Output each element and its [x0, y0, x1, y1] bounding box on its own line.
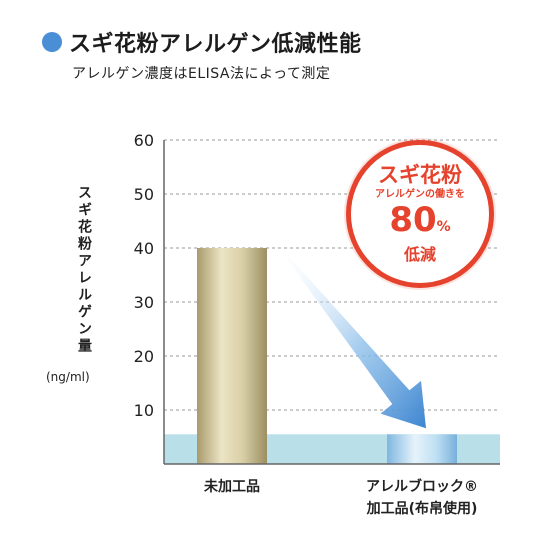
bars [197, 248, 457, 464]
reduction-badge: スギ花粉 アレルゲンの働きを 80% 低減 [346, 140, 494, 288]
bullet-icon [42, 32, 62, 52]
heading-text: スギ花粉アレルゲン低減性能 [69, 32, 362, 57]
axes [163, 140, 500, 465]
category-label-treated: アレルブロック® 加工品(布帛使用) [366, 479, 478, 517]
bar-1 [387, 434, 457, 464]
y-tick-label: 40 [134, 239, 154, 258]
category-label-untreated: 未加工品 [204, 479, 260, 495]
badge-title: スギ花粉 [378, 163, 462, 187]
y-tick-label: 50 [134, 185, 154, 204]
y-tick-label: 30 [134, 293, 154, 312]
y-tick-label: 10 [134, 401, 154, 420]
y-axis-unit: (ng/ml) [46, 370, 90, 384]
y-tick-label: 60 [134, 131, 154, 150]
chart-heading: スギ花粉アレルゲン低減性能 [42, 26, 362, 58]
badge-reduction: 低減 [403, 245, 436, 264]
badge-subtitle: アレルゲンの働きを [375, 189, 465, 200]
y-tick-label: 20 [134, 347, 154, 366]
badge-percent: 80% [389, 200, 451, 240]
bar-0 [197, 248, 267, 464]
y-axis-label: スギ花粉アレルゲン量 [76, 185, 92, 355]
subheading: アレルゲン濃度はELISA法によって測定 [72, 66, 331, 82]
reduction-arrow [279, 247, 426, 429]
y-tick-labels: 10 20 30 40 50 60 [134, 131, 154, 420]
